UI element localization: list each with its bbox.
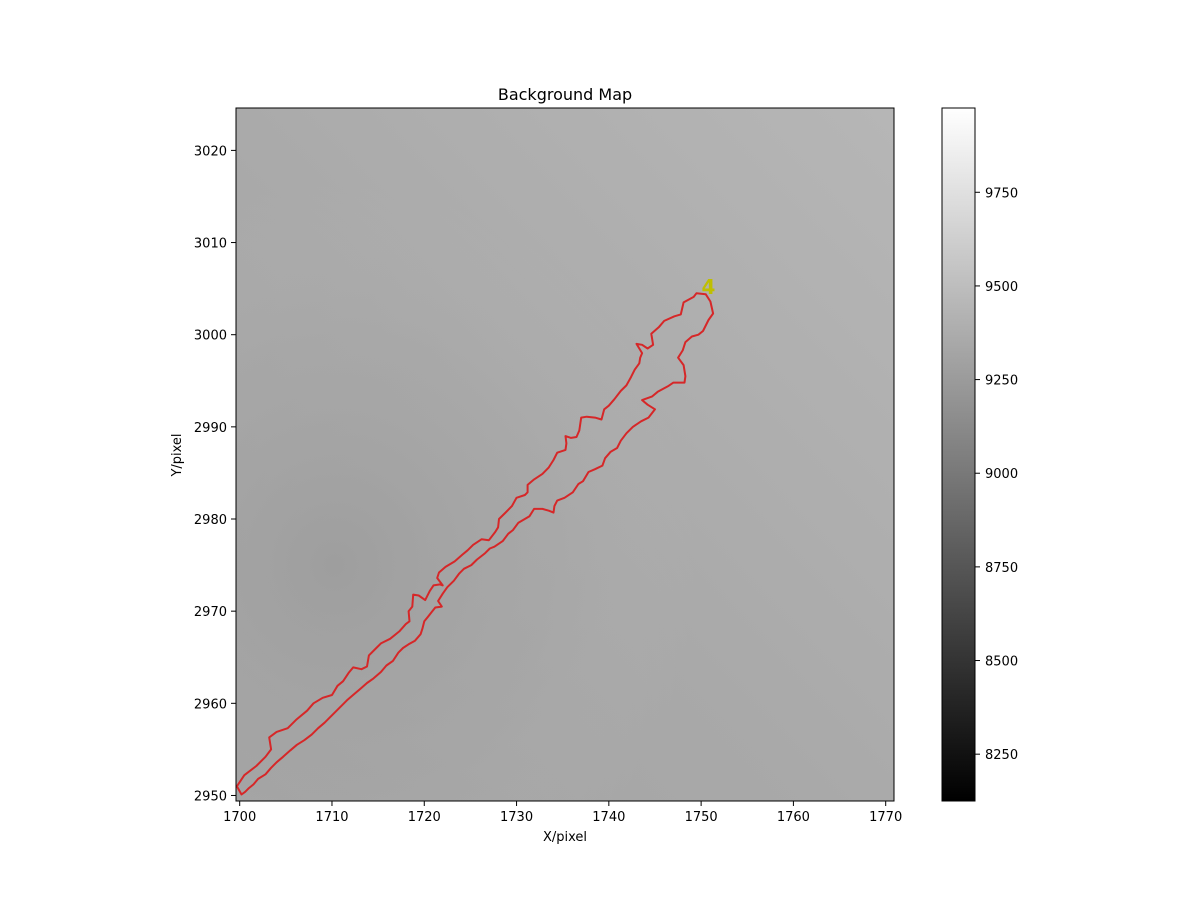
- colorbar: 8250 8500 8750 9000 9250 9500 9750: [941, 107, 1018, 802]
- x-axis-ticks: 1700 1710 1720 1730 1740 1750 1760 1770: [223, 801, 902, 825]
- colorbar-tick-label: 9250: [985, 374, 1018, 389]
- y-tick-label: 3020: [194, 144, 227, 159]
- background-low-region: [236, 108, 894, 801]
- plot-frame: [235, 107, 895, 802]
- y-tick-label: 2980: [194, 513, 227, 528]
- chart-title: Background Map: [498, 85, 632, 104]
- colorbar-tick-label: 8750: [985, 561, 1018, 576]
- y-axis-ticks: 2950 2960 2970 2980 2990 3000 3010 3020: [194, 144, 236, 804]
- x-tick-label: 1720: [408, 810, 441, 825]
- contour-label: 4: [702, 275, 716, 299]
- x-tick-label: 1750: [685, 810, 718, 825]
- colorbar-tick-label: 9000: [985, 467, 1018, 482]
- contour-outline: [236, 292, 715, 796]
- colorbar-tick-label: 9750: [985, 186, 1018, 201]
- x-tick-label: 1730: [500, 810, 533, 825]
- colorbar-tick-label: 8500: [985, 655, 1018, 670]
- y-axis-label: Y/pixel: [170, 433, 185, 477]
- x-tick-label: 1770: [869, 810, 902, 825]
- y-tick-label: 2970: [194, 605, 227, 620]
- x-axis-label: X/pixel: [543, 830, 587, 845]
- y-tick-label: 2950: [194, 789, 227, 804]
- colorbar-tick-label: 9500: [985, 280, 1018, 295]
- x-tick-label: 1700: [223, 810, 256, 825]
- colorbar-tick-label: 8250: [985, 748, 1018, 763]
- y-tick-label: 2990: [194, 421, 227, 436]
- x-tick-label: 1740: [592, 810, 625, 825]
- x-tick-label: 1760: [777, 810, 810, 825]
- x-tick-label: 1710: [315, 810, 348, 825]
- plot-area: 4: [235, 107, 895, 802]
- y-tick-label: 2960: [194, 697, 227, 712]
- y-tick-label: 3010: [194, 237, 227, 252]
- y-tick-label: 3000: [194, 329, 227, 344]
- colorbar-gradient: [941, 107, 976, 802]
- colorbar-ticks: 8250 8500 8750 9000 9250 9500 9750: [975, 186, 1018, 763]
